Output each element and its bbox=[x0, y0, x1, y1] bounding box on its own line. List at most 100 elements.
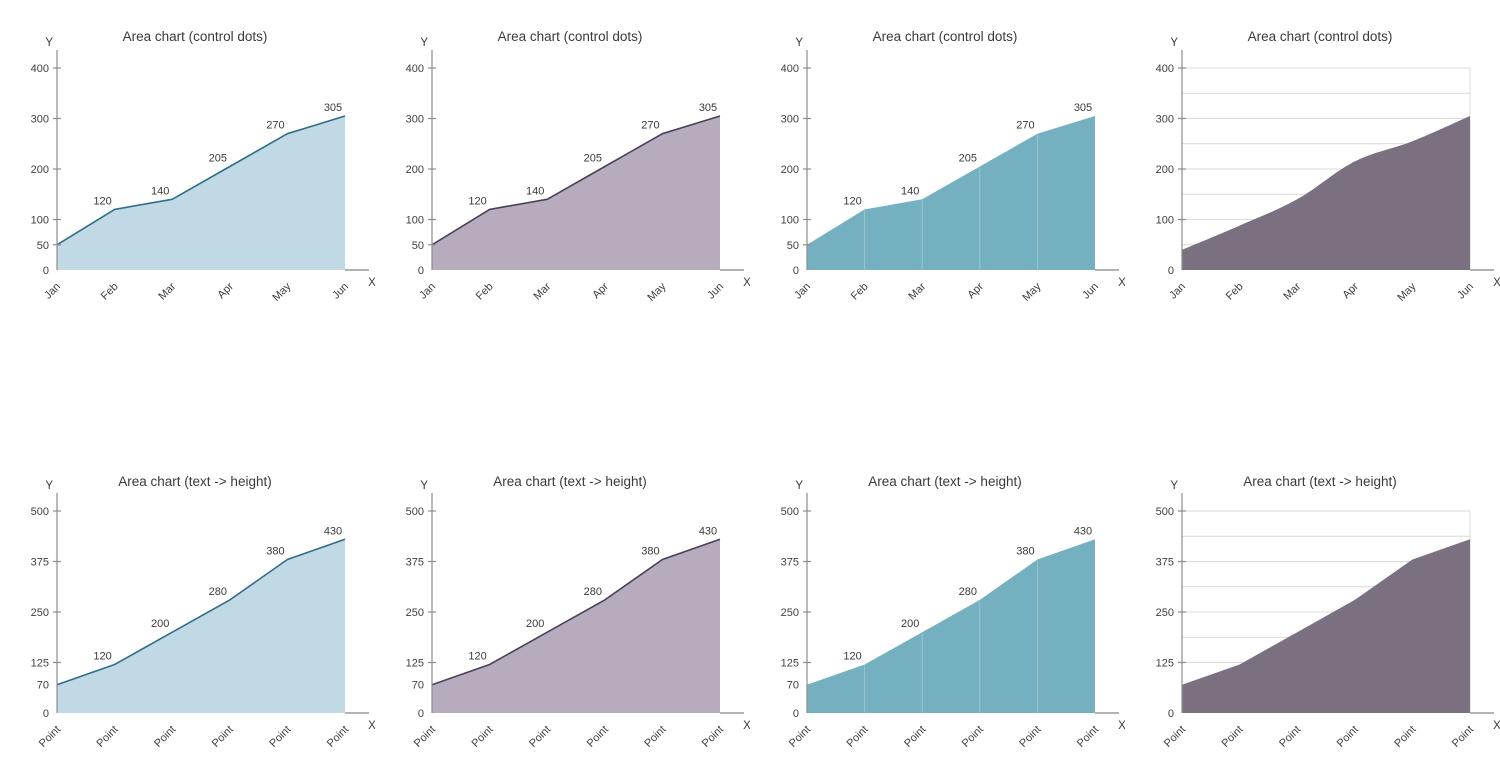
area-shape bbox=[1182, 116, 1470, 270]
y-tick-label: 400 bbox=[406, 63, 424, 75]
x-tick-label: Jun bbox=[1080, 281, 1101, 302]
area-chart-3: 0 50 100 200 300 400 Y X Jan Feb Mar Apr May Jun 120 14… bbox=[750, 20, 1127, 315]
x-tick-label: Point bbox=[700, 724, 726, 750]
y-tick-label: 500 bbox=[1156, 506, 1174, 518]
point-label: 205 bbox=[209, 153, 227, 165]
area-outline bbox=[56, 115, 346, 246]
x-tick-label: Point bbox=[1450, 724, 1476, 750]
x-tick-label: Jan bbox=[792, 281, 813, 302]
y-tick-label: 300 bbox=[406, 114, 424, 126]
y-tick-label: 100 bbox=[1156, 215, 1174, 227]
y-tick-label: 100 bbox=[781, 215, 799, 227]
x-axis-title: X bbox=[743, 720, 750, 732]
point-label: 280 bbox=[209, 586, 227, 598]
chart-canvas-8: 0 125 250 375 500 Y X Point Point Point Point Point… bbox=[1156, 474, 1500, 750]
y-axis-title: Y bbox=[795, 37, 803, 49]
gridlines-vertical bbox=[864, 134, 1038, 270]
x-axis: X Jan Feb Mar Apr May Jun bbox=[1167, 269, 1500, 304]
x-tick-label: Apr bbox=[590, 280, 611, 301]
x-tick-label: Point bbox=[1335, 724, 1361, 750]
y-tick-label: 375 bbox=[406, 557, 424, 569]
x-tick-label: Point bbox=[1075, 724, 1101, 750]
y-tick-label: 300 bbox=[31, 114, 49, 126]
x-tick-label: Feb bbox=[99, 281, 121, 303]
area-shape bbox=[432, 539, 720, 713]
y-tick-label: 0 bbox=[1168, 265, 1174, 277]
point-label: 200 bbox=[901, 618, 919, 630]
y-tick-label: 100 bbox=[31, 215, 49, 227]
chart-title: Area chart (text -> height) bbox=[118, 474, 271, 489]
y-axis: 0 70 125 250 375 500 Y bbox=[31, 480, 61, 720]
chart-title: Area chart (control dots) bbox=[873, 29, 1018, 44]
y-tick-label: 500 bbox=[406, 506, 424, 518]
y-tick-label: 375 bbox=[781, 557, 799, 569]
chart-canvas-6: 0 70 125 250 375 500 Y X Point Point Point Point Poi… bbox=[406, 474, 752, 750]
y-axis-title: Y bbox=[1170, 37, 1178, 49]
y-axis-title: Y bbox=[420, 37, 428, 49]
x-axis-title: X bbox=[368, 277, 375, 289]
area-shape bbox=[432, 116, 720, 270]
x-tick-label: Mar bbox=[156, 280, 178, 302]
y-tick-label: 125 bbox=[31, 658, 49, 670]
point-label: 120 bbox=[468, 651, 486, 663]
point-label: 380 bbox=[1016, 546, 1034, 558]
point-label: 430 bbox=[324, 525, 342, 537]
x-tick-label: Point bbox=[37, 724, 63, 750]
chart-title: Area chart (text -> height) bbox=[493, 474, 646, 489]
x-tick-label: Point bbox=[787, 724, 813, 750]
point-label: 120 bbox=[468, 195, 486, 207]
x-tick-label: Point bbox=[152, 724, 178, 750]
y-tick-label: 0 bbox=[793, 265, 799, 277]
x-tick-label: Point bbox=[470, 724, 496, 750]
point-label: 305 bbox=[1074, 102, 1092, 114]
x-tick-label: Mar bbox=[906, 280, 928, 302]
area-chart-8: 0 125 250 375 500 Y X Point Point Point Point Point… bbox=[1125, 465, 1500, 772]
y-tick-label: 70 bbox=[787, 680, 799, 692]
x-tick-label: Point bbox=[527, 724, 553, 750]
y-tick-label: 125 bbox=[406, 658, 424, 670]
chart-title: Area chart (control dots) bbox=[498, 29, 643, 44]
x-tick-label: Apr bbox=[1340, 280, 1361, 301]
x-tick-label: Point bbox=[210, 724, 236, 750]
x-tick-label: Feb bbox=[1224, 281, 1246, 303]
x-axis-title: X bbox=[1118, 720, 1125, 732]
x-tick-label: Point bbox=[642, 724, 668, 750]
point-label: 380 bbox=[266, 546, 284, 558]
y-tick-label: 400 bbox=[31, 63, 49, 75]
chart-title: Area chart (control dots) bbox=[123, 29, 268, 44]
y-tick-label: 50 bbox=[37, 240, 49, 252]
area-outline bbox=[56, 538, 346, 686]
area-chart-5: 0 70 125 250 375 500 Y X Point Point Point Point Poi… bbox=[0, 465, 377, 772]
y-tick-label: 375 bbox=[31, 557, 49, 569]
y-tick-label: 50 bbox=[787, 240, 799, 252]
area-shape bbox=[1182, 539, 1470, 713]
x-tick-label: Point bbox=[1017, 724, 1043, 750]
area-chart-2: 0 50 100 200 300 400 Y X Jan Feb Mar Apr May Jun 120 14… bbox=[375, 20, 752, 315]
x-tick-label: Point bbox=[902, 724, 928, 750]
y-axis: 0 70 125 250 375 500 Y bbox=[781, 480, 811, 720]
chart-canvas-7: 0 70 125 250 375 500 Y X Point Point Point Point Poi… bbox=[781, 474, 1127, 750]
x-axis-title: X bbox=[1493, 277, 1500, 289]
point-label: 140 bbox=[901, 185, 919, 197]
chart-canvas-3: 0 50 100 200 300 400 Y X Jan Feb Mar Apr May Jun 120 14… bbox=[781, 29, 1127, 304]
x-tick-label: May bbox=[645, 280, 669, 304]
y-tick-label: 500 bbox=[781, 506, 799, 518]
chart-canvas-4: 0 100 200 300 400 Y X Jan Feb Mar Apr May Jun Area ch… bbox=[1156, 29, 1500, 304]
gridlines-vertical bbox=[864, 560, 1038, 713]
chart-title: Area chart (text -> height) bbox=[1243, 474, 1396, 489]
y-tick-label: 125 bbox=[781, 658, 799, 670]
x-tick-label: Point bbox=[95, 724, 121, 750]
y-tick-label: 300 bbox=[781, 114, 799, 126]
point-label: 270 bbox=[1016, 120, 1034, 132]
y-tick-label: 0 bbox=[793, 708, 799, 720]
y-axis-title: Y bbox=[45, 480, 53, 492]
y-tick-label: 125 bbox=[1156, 658, 1174, 670]
y-tick-label: 500 bbox=[31, 506, 49, 518]
x-tick-label: Jan bbox=[42, 281, 63, 302]
x-tick-label: Point bbox=[1162, 724, 1188, 750]
y-axis-title: Y bbox=[795, 480, 803, 492]
point-label: 120 bbox=[843, 195, 861, 207]
x-tick-label: Point bbox=[1392, 724, 1418, 750]
point-label: 140 bbox=[151, 185, 169, 197]
